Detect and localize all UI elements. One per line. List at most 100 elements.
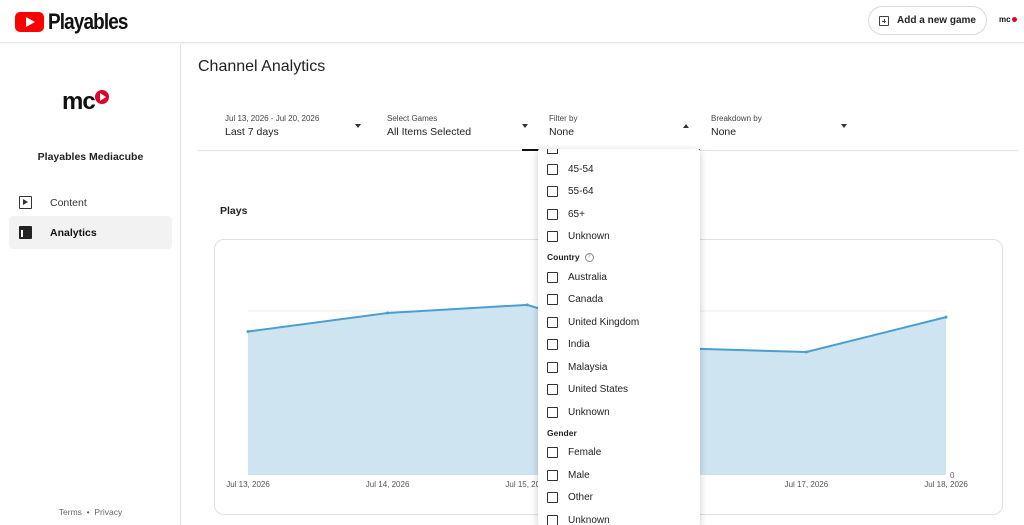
sidebar-item-analytics[interactable]: Analytics <box>9 216 172 249</box>
add-box-icon <box>879 15 890 26</box>
filter-label: Select Games <box>387 114 438 123</box>
filter-label: Jul 13, 2026 - Jul 20, 2026 <box>225 114 320 123</box>
y-axis-zero-label: 0 <box>950 471 955 480</box>
checkbox[interactable] <box>547 514 558 525</box>
plays-point[interactable] <box>804 350 808 354</box>
option-label: Other <box>568 492 594 503</box>
filter-by-filter[interactable]: Filter by None <box>522 101 700 151</box>
option-label: Unknown <box>568 514 610 525</box>
filter-value: All Items Selected <box>387 126 472 138</box>
dropdown-option[interactable]: India <box>538 334 700 356</box>
analytics-icon <box>19 226 32 239</box>
option-label: 55-64 <box>568 186 594 197</box>
dropdown-section-heading: Country? <box>547 252 594 262</box>
section-title: Gender <box>547 427 577 438</box>
terms-link[interactable]: Terms <box>58 507 82 517</box>
checkbox[interactable] <box>547 208 558 220</box>
dropdown-option[interactable]: 65+ <box>538 203 700 225</box>
dropdown-option[interactable]: 45-54 <box>538 158 700 180</box>
filter-label: Filter by <box>549 114 578 123</box>
plays-point[interactable] <box>246 330 250 333</box>
youtube-play-icon <box>15 12 44 32</box>
plays-point[interactable] <box>386 311 390 315</box>
checkbox[interactable] <box>547 186 558 197</box>
dropdown-option[interactable]: Australia <box>538 266 700 288</box>
channel-logo: mc <box>62 88 109 116</box>
chevron-down-icon <box>522 124 528 128</box>
option-label: Unknown <box>568 406 610 418</box>
top-bar: Playables Add a new game mc <box>0 0 1024 43</box>
section-title: Country <box>547 252 580 262</box>
content-icon <box>19 196 32 209</box>
dropdown-option[interactable]: United States <box>538 379 700 401</box>
breakdown-by-filter[interactable]: Breakdown by None <box>684 101 847 151</box>
dropdown-option[interactable]: Unknown <box>538 226 700 248</box>
sidebar: mc Playables Mediacube Content Analytics… <box>0 44 181 525</box>
chevron-down-icon <box>355 124 361 128</box>
channel-logo-text: mc <box>62 88 96 115</box>
dropdown-option[interactable]: Unknown <box>538 401 700 423</box>
checkbox[interactable] <box>547 294 558 305</box>
footer-separator: • <box>86 507 90 517</box>
sidebar-item-content[interactable]: Content <box>9 186 172 219</box>
option-label: Female <box>568 447 602 458</box>
filter-value: None <box>711 126 737 138</box>
dropdown-option[interactable]: Other <box>538 487 700 509</box>
channel-play-icon <box>94 90 109 104</box>
checkbox[interactable] <box>547 271 558 283</box>
dropdown-option[interactable]: Male <box>538 464 700 486</box>
sidebar-item-label: Content <box>50 196 87 209</box>
checkbox[interactable] <box>547 469 558 481</box>
page-title: Channel Analytics <box>198 58 326 75</box>
option-label: 65+ <box>568 208 585 220</box>
checkbox[interactable] <box>547 361 558 373</box>
avatar-text: mc <box>999 15 1011 24</box>
plays-point[interactable] <box>525 303 529 307</box>
dropdown-option[interactable]: United Kingdom <box>538 311 700 333</box>
option-label: Australia <box>568 271 607 283</box>
option-label: Unknown <box>568 231 610 242</box>
x-tick-label: Jul 13, 2026 <box>226 480 270 489</box>
checkbox[interactable] <box>547 384 558 395</box>
dropdown-section-heading: Gender <box>547 428 577 438</box>
option-label: India <box>568 339 590 350</box>
avatar[interactable]: mc <box>999 15 1017 24</box>
plays-point[interactable] <box>944 315 948 319</box>
filter-value: Last 7 days <box>225 126 279 138</box>
option-label: 45-54 <box>568 163 594 175</box>
checkbox[interactable] <box>547 316 558 328</box>
option-label: Canada <box>568 294 604 305</box>
dropdown-option[interactable]: 55-64 <box>538 181 700 203</box>
filter-label: Breakdown by <box>711 114 762 123</box>
brand-logo[interactable]: Playables <box>15 9 141 35</box>
chevron-up-icon <box>683 124 689 128</box>
brand-name: Playables <box>48 9 128 34</box>
checkbox[interactable] <box>547 339 558 350</box>
option-label: United States <box>568 384 629 395</box>
date-range-filter[interactable]: Jul 13, 2026 - Jul 20, 2026 Last 7 days <box>198 101 361 151</box>
chevron-down-icon <box>841 124 847 128</box>
footer-links: Terms • Privacy <box>0 507 181 517</box>
option-label: Malaysia <box>568 361 608 373</box>
dropdown-option[interactable]: Unknown <box>538 509 700 525</box>
option-label: Male <box>568 469 590 481</box>
add-new-game-button[interactable]: Add a new game <box>868 6 987 35</box>
filter-value: None <box>549 126 575 138</box>
dropdown-option[interactable]: Malaysia <box>538 356 700 378</box>
help-icon[interactable]: ? <box>584 252 594 262</box>
dropdown-option[interactable]: Canada <box>538 289 700 311</box>
checkbox[interactable] <box>547 163 558 175</box>
checkbox[interactable] <box>547 406 558 418</box>
x-tick-label: Jul 14, 2026 <box>366 480 410 489</box>
dropdown-option[interactable]: Female <box>538 442 700 464</box>
checkbox[interactable] <box>547 492 558 503</box>
filter-by-dropdown: 45-54 55-64 65+ Unknown Country? Australia Can… <box>538 149 700 525</box>
checkbox[interactable] <box>547 149 558 154</box>
channel-name: Playables Mediacube <box>37 151 144 163</box>
checkbox[interactable] <box>547 447 558 458</box>
x-tick-label: Jul 18, 2026 <box>924 480 968 489</box>
avatar-dot-icon <box>1011 17 1017 22</box>
privacy-link[interactable]: Privacy <box>94 507 123 517</box>
select-games-filter[interactable]: Select Games All Items Selected <box>360 101 528 151</box>
checkbox[interactable] <box>547 231 558 242</box>
